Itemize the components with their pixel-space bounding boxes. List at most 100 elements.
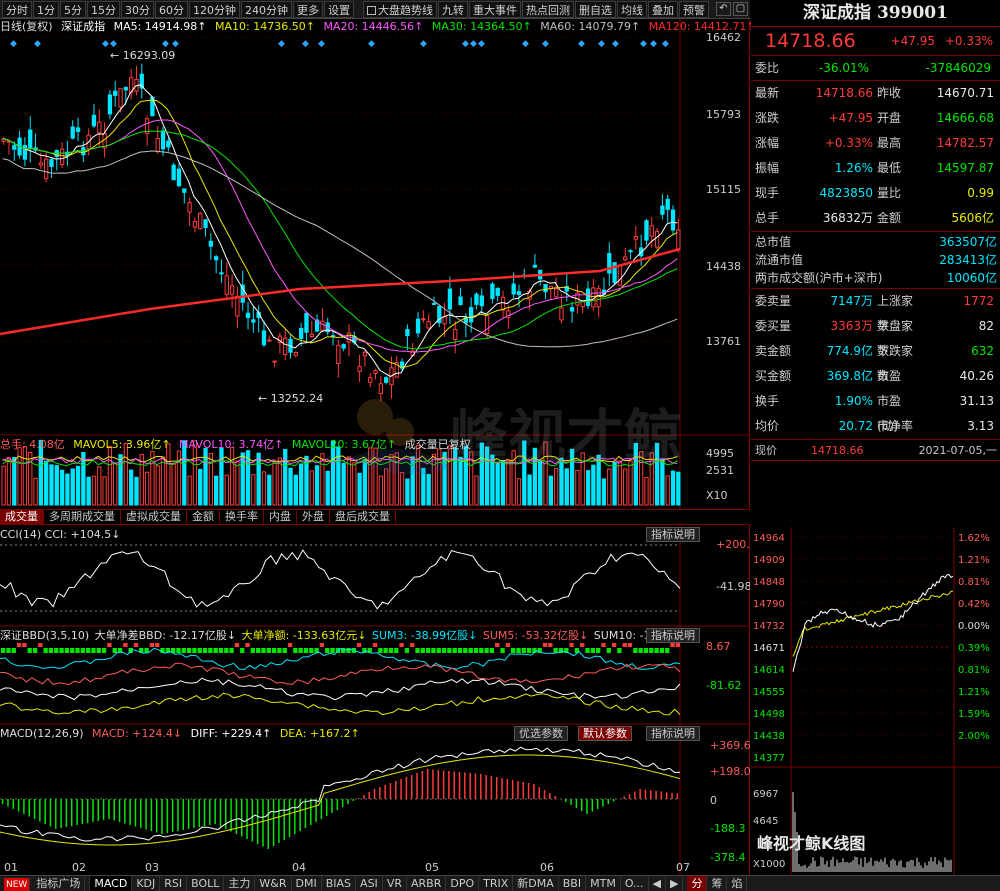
tab-boll[interactable]: BOLL [187, 876, 225, 891]
volume-bar [208, 452, 213, 506]
candle-body [500, 296, 506, 311]
intraday-left-tick: 14909 [753, 555, 785, 566]
candle-body [474, 293, 479, 305]
volume-bar [596, 454, 601, 506]
candle-body [469, 307, 474, 323]
intraday-left-tick: 14614 [753, 665, 785, 676]
period-button-more[interactable]: 更多 [293, 0, 323, 18]
period-button-5min[interactable]: 5分 [60, 0, 86, 18]
volume-bar [527, 474, 532, 506]
tab-more[interactable]: O... [621, 876, 649, 891]
tab-chips[interactable]: 筹 [707, 876, 728, 891]
bbd-bar [341, 648, 346, 653]
overlay-button[interactable]: 叠加 [648, 0, 678, 18]
tab-bbi[interactable]: BBI [559, 876, 587, 891]
period-button-60min[interactable]: 60分 [155, 0, 188, 18]
ma-line-button[interactable]: 均线 [617, 0, 647, 18]
event-marker-icon: ◆ [162, 39, 169, 49]
tab-timeshare-right[interactable]: 分 [687, 876, 708, 891]
tab-inner[interactable]: 内盘 [264, 510, 297, 524]
tab-turnover[interactable]: 换手率 [220, 510, 264, 524]
tab-virtual-volume[interactable]: 虚拟成交量 [121, 510, 187, 524]
default-params-button[interactable]: 默认参数 [578, 726, 632, 741]
tab-mtm[interactable]: MTM [586, 876, 621, 891]
rows2-label: 均价 [755, 419, 780, 433]
tab-trix[interactable]: TRIX [479, 876, 514, 891]
period-button-1min[interactable]: 1分 [33, 0, 59, 18]
volume-bar [500, 459, 506, 506]
volume-bar [150, 450, 155, 506]
hotspot-backtest-button[interactable]: 热点回测 [522, 0, 574, 18]
volume-bar [506, 460, 511, 506]
candle-body [59, 148, 65, 166]
candle-body [261, 330, 267, 346]
candle-body [495, 288, 500, 296]
tab-flame[interactable]: 焰 [727, 876, 748, 891]
tab-rsi[interactable]: RSI [160, 876, 188, 891]
intraday-canvas: 14964 14909 14848 14790 14732 14671 14614 14555… [751, 527, 1000, 875]
period-button-240min[interactable]: 240分钟 [241, 0, 292, 18]
tab-outer[interactable]: 外盘 [297, 510, 330, 524]
tab-new[interactable]: NEW 指标广场 [0, 876, 91, 891]
period-button-timeshare[interactable]: 分时 [2, 0, 32, 18]
bbd-bar [309, 648, 314, 653]
tab-vr[interactable]: VR [383, 876, 407, 891]
volume-bar [245, 450, 251, 506]
back-icon[interactable]: ↶ [716, 2, 731, 16]
volume-bar [155, 465, 160, 506]
trendline-toggle[interactable]: 大盘趋势线 [363, 0, 437, 18]
tab-macd[interactable]: MACD [90, 876, 133, 891]
bbd-bar [479, 648, 484, 653]
volume-bar [288, 467, 293, 506]
tab-amount[interactable]: 金额 [187, 510, 220, 524]
bbd-bar [383, 648, 388, 653]
bbd-explain-button[interactable]: 指标说明 [646, 628, 700, 643]
macd-explain-button[interactable]: 指标说明 [646, 726, 700, 741]
tab-multi-period-volume[interactable]: 多周期成交量 [44, 510, 121, 524]
tab-arbr[interactable]: ARBR [407, 876, 447, 891]
alert-button[interactable]: 预警 [679, 0, 709, 18]
candle-body [479, 295, 484, 307]
volume-bar [399, 472, 405, 506]
tab-main-force[interactable]: 主力 [224, 876, 256, 891]
tab-volume[interactable]: 成交量 [0, 510, 44, 524]
bbd-bar [27, 648, 32, 653]
tab-dmi[interactable]: DMI [292, 876, 322, 891]
scroll-right-icon[interactable]: ▶ [666, 876, 684, 891]
tab-dpo[interactable]: DPO [446, 876, 480, 891]
period-button-30min[interactable]: 30分 [121, 0, 154, 18]
tab-wr[interactable]: W&R [255, 876, 292, 891]
period-button-120min[interactable]: 120分钟 [189, 0, 240, 18]
bbd-bar [250, 648, 255, 653]
bbd-tick-label: -81.62 [706, 679, 741, 692]
candle-body [309, 333, 314, 337]
tab-new-dma[interactable]: 新DMA [513, 876, 559, 891]
candle-body [554, 288, 559, 298]
settings-button[interactable]: 设置 [324, 0, 354, 18]
tab-after-hours-volume[interactable]: 盘后成交量 [330, 510, 396, 524]
price-tick-label: 14438 [706, 260, 741, 273]
bbd-bar [271, 648, 277, 653]
bbd-bar [186, 648, 192, 653]
major-events-button[interactable]: 重大事件 [469, 0, 521, 18]
cci-explain-button[interactable]: 指标说明 [646, 527, 700, 542]
nine-turn-button[interactable]: 九转 [438, 0, 468, 18]
candle-body [251, 319, 256, 323]
bbd-line [0, 662, 681, 686]
rows2-label: 委买量 [755, 319, 792, 333]
maximize-icon[interactable]: ▢ [733, 2, 748, 16]
tab-asi[interactable]: ASI [356, 876, 383, 891]
volume-bar [277, 457, 283, 506]
market-label: 两市成交额(沪市+深市) [755, 271, 883, 285]
bbd-bar [261, 648, 266, 653]
diff-value-label: DIFF: +229.4↑ [190, 727, 272, 740]
remove-watchlist-button[interactable]: 删自选 [575, 0, 616, 18]
optimal-params-button[interactable]: 优选参数 [514, 726, 568, 741]
tab-bias[interactable]: BIAS [322, 876, 357, 891]
volume-bar [575, 469, 580, 506]
intraday-avg-line [792, 590, 954, 657]
scroll-left-icon[interactable]: ◀ [649, 876, 666, 891]
tab-kdj[interactable]: KDJ [132, 876, 161, 891]
period-button-15min[interactable]: 15分 [87, 0, 120, 18]
volume-bar [447, 445, 453, 506]
